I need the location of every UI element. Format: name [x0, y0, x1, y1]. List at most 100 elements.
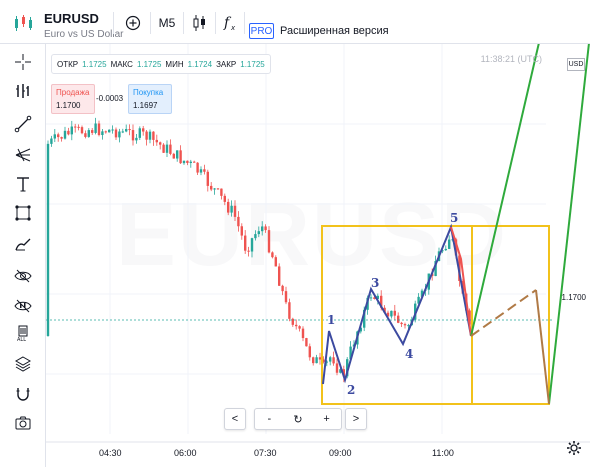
- candle-body: [359, 327, 362, 332]
- pro-badge[interactable]: PRO: [249, 23, 274, 39]
- price-chart[interactable]: 1 2 3 4 5: [46, 44, 590, 467]
- candle-body: [213, 188, 216, 190]
- buy-button[interactable]: Покупка 1.1697: [128, 84, 172, 114]
- hide-all-tool[interactable]: ALL: [13, 323, 33, 343]
- magnet-tool[interactable]: [13, 384, 33, 404]
- candle-body: [91, 130, 94, 133]
- price-axis-label: 1.1700: [561, 293, 586, 302]
- chart-area[interactable]: EURUSD 1 2 3 4 5 ОТКР 1.1725 МАКС 1.1725 МИН…: [46, 44, 590, 467]
- fib-tool[interactable]: [13, 145, 33, 165]
- forecast-green-line: [548, 44, 590, 405]
- candle-body: [94, 123, 97, 133]
- candle-body: [386, 312, 390, 317]
- add-symbol-button[interactable]: [122, 12, 144, 34]
- crosshair-tool[interactable]: [13, 52, 33, 72]
- candle-body: [312, 357, 315, 364]
- candle-body: [254, 234, 257, 239]
- candle-body: [349, 346, 352, 360]
- sell-button[interactable]: Продажа 1.1700: [51, 84, 95, 114]
- text-tool[interactable]: [13, 174, 33, 194]
- extended-version-link[interactable]: Расширенная версия: [280, 25, 389, 37]
- candle-body: [46, 143, 50, 336]
- shapes-tool[interactable]: [13, 203, 33, 223]
- candle-body: [380, 295, 383, 308]
- zoom-in-button[interactable]: +: [323, 413, 330, 425]
- candle-body: [240, 226, 243, 236]
- ohlc-legend: ОТКР 1.1725 МАКС 1.1725 МИН 1.1724 ЗАКР …: [51, 54, 271, 74]
- high-label: МАКС: [110, 59, 133, 69]
- zoom-controls: - ↻ +: [254, 408, 342, 430]
- candle-body: [193, 161, 196, 163]
- forecast-brown-line: [535, 289, 550, 405]
- reset-zoom-button[interactable]: ↻: [293, 413, 303, 426]
- symbol-name[interactable]: EURUSD: [44, 11, 99, 26]
- candle-body: [220, 188, 223, 196]
- candle-body: [390, 310, 393, 317]
- screenshot-tool[interactable]: [13, 413, 33, 433]
- candle-body: [172, 153, 175, 159]
- candle-body: [244, 235, 247, 251]
- low-label: МИН: [165, 59, 184, 69]
- toolbar-divider: [113, 12, 114, 34]
- hide-indicators-tool[interactable]: [13, 296, 33, 316]
- settings-gear-icon[interactable]: [566, 440, 582, 456]
- candle-body: [186, 160, 189, 163]
- spread-value: -0.0003: [96, 94, 124, 103]
- open-label: ОТКР: [57, 59, 79, 69]
- candle-body: [308, 346, 311, 358]
- candle-body: [60, 137, 63, 139]
- crosshair-icon: [15, 54, 31, 70]
- candle-body: [77, 126, 80, 128]
- candle-body: [444, 248, 447, 251]
- candle-body: [223, 195, 226, 202]
- candle-body: [369, 297, 373, 299]
- candle-body: [257, 231, 260, 235]
- candle-body: [373, 297, 376, 299]
- hide-drawings-tool[interactable]: [13, 266, 33, 286]
- zoom-out-button[interactable]: -: [267, 413, 272, 425]
- drawing-toolbar: ALL: [0, 44, 46, 467]
- scroll-left-button[interactable]: <: [224, 408, 246, 430]
- candle-body: [118, 131, 121, 138]
- candle-body: [318, 357, 322, 360]
- currency-badge[interactable]: USD: [567, 58, 585, 71]
- candle-body: [342, 369, 345, 377]
- svg-text:f: f: [223, 15, 232, 31]
- trend-line-icon: [14, 115, 32, 133]
- candlestick-icon: [193, 15, 205, 31]
- indicator-tool[interactable]: [13, 81, 33, 101]
- symbol-watermark: EURUSD: [116, 185, 509, 285]
- analysis-box-right: [471, 225, 550, 405]
- scroll-right-button[interactable]: >: [345, 408, 367, 430]
- brush-tool[interactable]: [13, 234, 33, 254]
- layers-tool[interactable]: [13, 354, 33, 374]
- candle-body: [325, 361, 328, 363]
- candle-body: [135, 137, 138, 141]
- candle-body: [155, 139, 158, 143]
- candle-body: [216, 188, 220, 190]
- timeframe-button[interactable]: M5: [158, 16, 176, 30]
- elliott-wave-line: [322, 223, 472, 385]
- candle-body: [274, 257, 277, 267]
- candle-body: [295, 324, 298, 327]
- candle-body: [179, 150, 182, 164]
- buy-price: 1.1697: [133, 101, 158, 110]
- candle-body: [57, 134, 60, 138]
- camera-icon: [15, 416, 31, 430]
- candle-body: [417, 296, 420, 304]
- close-value: 1.1725: [240, 59, 265, 69]
- server-time: 11:38:21 (UTC): [480, 54, 542, 64]
- candle-body: [125, 129, 128, 132]
- x-axis-label: 07:30: [254, 448, 277, 458]
- forecast-brown-dashed: [470, 289, 537, 337]
- candle-body: [148, 131, 152, 140]
- candle-body: [264, 226, 267, 231]
- chart-type-button[interactable]: [190, 12, 210, 34]
- forecast-green-line: [470, 44, 540, 337]
- candle-body: [176, 150, 179, 159]
- candle-body: [271, 252, 274, 258]
- trend-line-tool[interactable]: [13, 114, 33, 134]
- candle-body: [169, 144, 172, 154]
